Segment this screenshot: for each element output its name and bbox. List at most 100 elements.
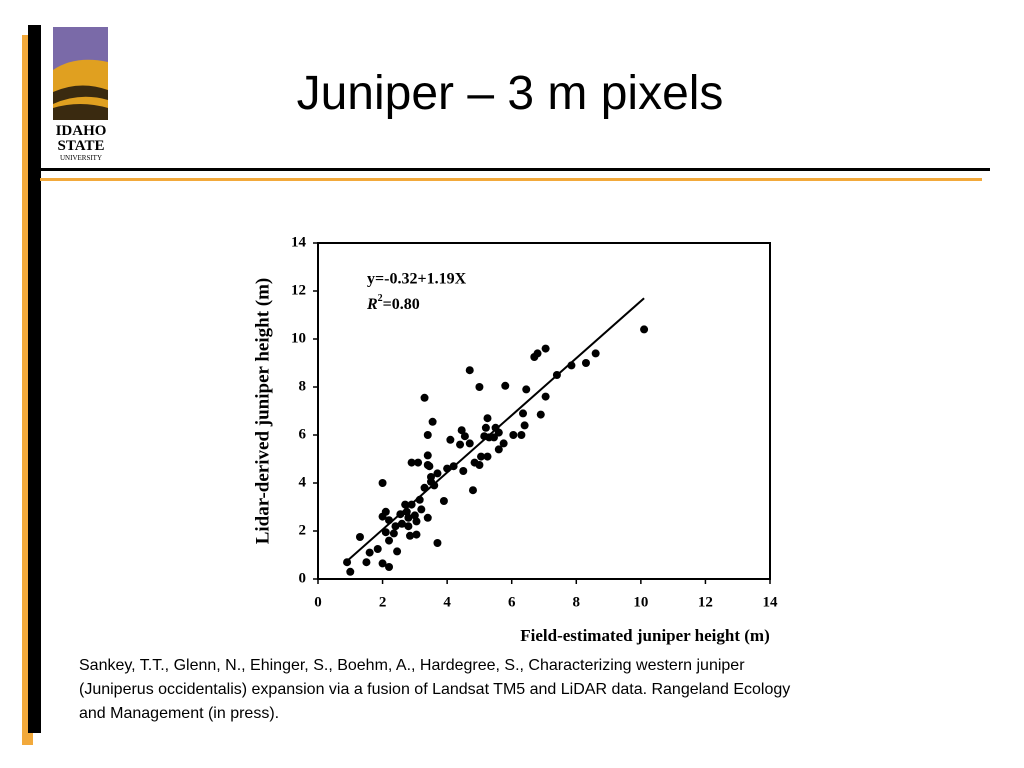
point bbox=[365, 548, 374, 557]
point bbox=[381, 507, 390, 516]
point bbox=[459, 467, 468, 475]
y-tick-label: 4 bbox=[299, 474, 307, 490]
y-tick-label: 14 bbox=[291, 234, 307, 250]
r2-value: =0.80 bbox=[383, 296, 420, 313]
point bbox=[397, 519, 406, 528]
logo-text: UNIVERSITY bbox=[60, 154, 102, 162]
x-tick-label: 4 bbox=[443, 594, 451, 610]
y-tick-label: 6 bbox=[299, 426, 307, 442]
point bbox=[378, 559, 387, 568]
point bbox=[373, 545, 382, 553]
y-tick-label: 10 bbox=[291, 330, 306, 346]
y-tick-label: 2 bbox=[299, 522, 307, 538]
point bbox=[499, 439, 508, 448]
logo: IDAHO STATE UNIVERSITY bbox=[53, 27, 108, 162]
point bbox=[404, 513, 413, 522]
black-bar bbox=[28, 25, 41, 733]
point bbox=[520, 421, 529, 430]
citation: Sankey, T.T., Glenn, N., Ehinger, S., Bo… bbox=[79, 654, 790, 726]
point bbox=[425, 462, 434, 471]
x-tick-label: 6 bbox=[508, 594, 516, 610]
point bbox=[423, 451, 432, 460]
point bbox=[412, 530, 421, 539]
point bbox=[393, 547, 402, 556]
y-tick-label: 0 bbox=[299, 570, 307, 586]
x-tick-label: 14 bbox=[763, 594, 779, 610]
r-squared: R2=0.80 bbox=[366, 293, 420, 312]
x-tick-label: 10 bbox=[633, 594, 648, 610]
point bbox=[385, 563, 394, 571]
point bbox=[428, 417, 437, 426]
point bbox=[591, 349, 600, 358]
point bbox=[433, 539, 442, 547]
point bbox=[477, 452, 486, 461]
logo-text: IDAHO bbox=[56, 123, 107, 139]
point bbox=[519, 409, 528, 418]
citation-line: and Management (in press). bbox=[79, 705, 280, 722]
point bbox=[389, 529, 398, 538]
point bbox=[423, 431, 432, 439]
point bbox=[420, 393, 429, 402]
point bbox=[475, 383, 484, 391]
point bbox=[517, 431, 526, 439]
trend-line bbox=[346, 297, 645, 562]
point bbox=[501, 381, 510, 390]
rule-black bbox=[40, 168, 990, 171]
point bbox=[378, 479, 387, 487]
point bbox=[483, 452, 492, 461]
orange-bar bbox=[22, 35, 33, 745]
point bbox=[362, 558, 371, 567]
point bbox=[414, 458, 423, 467]
citation-line: (Juniperus occidentalis) expansion via a… bbox=[79, 681, 791, 698]
x-tick-label: 12 bbox=[698, 594, 713, 610]
rule-orange bbox=[40, 178, 982, 181]
point bbox=[481, 423, 490, 432]
citation-line: Sankey, T.T., Glenn, N., Ehinger, S., Bo… bbox=[79, 657, 745, 674]
point bbox=[439, 497, 448, 505]
y-tick-label: 8 bbox=[299, 378, 307, 394]
logo-text: STATE bbox=[58, 138, 105, 154]
point bbox=[412, 517, 421, 526]
equation: y=-0.32+1.19X bbox=[367, 271, 467, 288]
point bbox=[460, 432, 469, 441]
point bbox=[346, 567, 355, 576]
point bbox=[423, 513, 432, 522]
point bbox=[468, 486, 477, 495]
point bbox=[381, 528, 390, 537]
point bbox=[465, 439, 474, 448]
point bbox=[407, 458, 416, 467]
point bbox=[410, 511, 419, 520]
x-tick-label: 2 bbox=[379, 594, 387, 610]
point bbox=[406, 531, 415, 540]
y-tick-label: 12 bbox=[291, 282, 306, 298]
point bbox=[446, 435, 455, 444]
point bbox=[456, 440, 465, 449]
x-tick-label: 8 bbox=[573, 594, 581, 610]
point bbox=[494, 445, 503, 454]
point bbox=[509, 431, 518, 439]
point bbox=[433, 469, 442, 478]
point bbox=[581, 359, 590, 367]
y-axis-label: Lidar-derived juniper height (m) bbox=[252, 278, 273, 545]
point bbox=[391, 522, 400, 531]
point bbox=[457, 426, 466, 435]
point bbox=[536, 410, 545, 419]
point bbox=[640, 325, 649, 334]
point bbox=[385, 536, 394, 545]
point bbox=[494, 428, 503, 437]
point bbox=[404, 522, 413, 531]
point bbox=[541, 344, 550, 353]
x-tick-label: 0 bbox=[314, 594, 322, 610]
point bbox=[533, 349, 542, 358]
point bbox=[417, 505, 426, 514]
x-axis-label: Field-estimated juniper height (m) bbox=[520, 626, 769, 645]
slide-title: Juniper – 3 m pixels bbox=[296, 67, 724, 120]
point bbox=[355, 533, 364, 541]
plot-frame bbox=[317, 242, 771, 580]
point bbox=[465, 366, 474, 375]
r2-symbol: R bbox=[366, 296, 378, 313]
point bbox=[475, 461, 484, 469]
